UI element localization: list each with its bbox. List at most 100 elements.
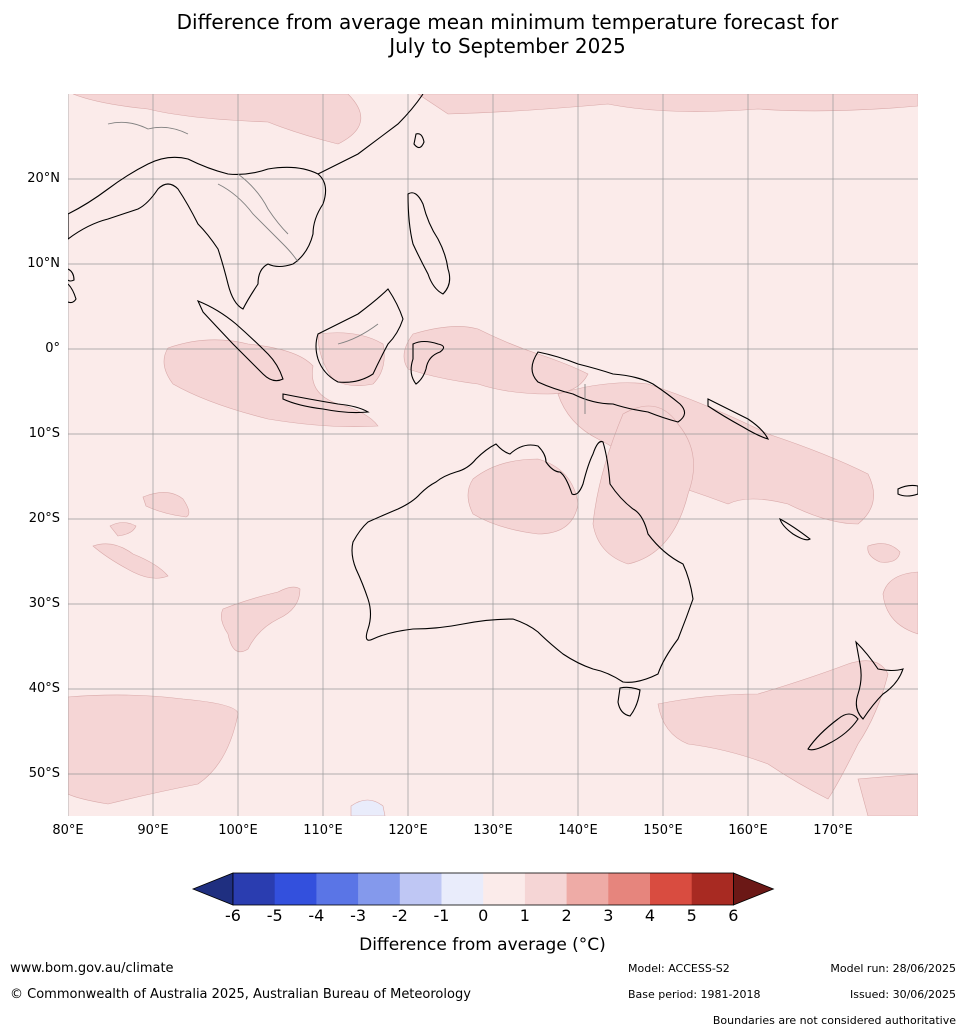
lat-label: 50°S [28, 766, 60, 781]
colorbar-segment [274, 873, 317, 905]
colorbar-segment [441, 873, 484, 905]
sri-lanka-coastline [68, 268, 75, 282]
anomaly-region-indian-ocean-3 [221, 586, 301, 653]
website-link[interactable]: www.bom.gov.au/climate [10, 961, 174, 976]
lat-label: 20°N [27, 171, 60, 186]
country-borders [107, 121, 586, 414]
anomaly-region-indian-ocean-1 [109, 522, 137, 537]
colorbar-tick-label: 5 [686, 906, 697, 925]
colorbar-segment [566, 873, 609, 905]
lon-label: 90°E [137, 823, 169, 838]
borneo-coastline [315, 288, 404, 383]
anomaly-region-indian-ocean-2 [92, 543, 169, 579]
chart-title: Difference from average mean minimum tem… [0, 10, 965, 58]
anomaly-region-fiji [867, 543, 901, 563]
lon-label: 80°E [52, 823, 84, 838]
colorbar-tick-label: 3 [603, 906, 614, 925]
india-coastline [68, 283, 77, 304]
new-guinea-coastline [531, 351, 686, 423]
colorbar-tick-label: 2 [561, 906, 572, 925]
lon-label: 120°E [388, 823, 428, 838]
colorbar-segment [233, 873, 276, 905]
new-caledonia-coastline [779, 517, 811, 541]
colorbar-segment [608, 873, 651, 905]
colorbar-outline [232, 872, 734, 906]
border-himalaya [107, 121, 189, 135]
lat-label: 40°S [28, 681, 60, 696]
title-line-2: July to September 2025 [389, 34, 626, 58]
solomon-islands-coastline [707, 398, 770, 440]
anomaly-region-north-australia [467, 458, 579, 535]
lat-label: 10°N [27, 256, 60, 271]
colorbar-extend-high [733, 872, 775, 906]
anomaly-region-cool-patch [350, 799, 386, 816]
anomaly-region-east-nz [882, 571, 918, 635]
fiji-coastline [897, 484, 918, 497]
lon-label: 130°E [473, 823, 513, 838]
philippines-coastline [407, 192, 451, 295]
colorbar-segment [399, 873, 442, 905]
colorbar-tick-label: -1 [433, 906, 450, 925]
java-coastline [282, 393, 370, 414]
colorbar [191, 872, 775, 906]
colorbar-segment [691, 873, 734, 905]
lon-label: 100°E [218, 823, 258, 838]
lat-label: 10°S [28, 426, 60, 441]
anomaly-region-borneo [317, 332, 385, 386]
border-indochina [237, 173, 289, 235]
new-zealand-south-coastline [807, 713, 859, 751]
lon-label: 140°E [558, 823, 598, 838]
anomaly-region-east-indian-ocean [163, 339, 379, 427]
coastlines [68, 94, 918, 751]
model-name: Model: ACCESS-S2 [628, 962, 730, 975]
anomaly-region-far-south [857, 773, 918, 816]
colorbar-segment [316, 873, 359, 905]
colorbar-tick-label: 0 [478, 906, 489, 925]
lon-label: 170°E [813, 823, 853, 838]
colorbar-tick-label: 1 [519, 906, 530, 925]
anomaly-region-west-australia-sea [142, 492, 190, 518]
colorbar-extend-low [191, 872, 234, 906]
mainland-asia-coastline [68, 156, 327, 310]
border-mainland-se-asia [217, 183, 299, 263]
anomaly-region-tasman-sea [657, 660, 889, 800]
model-run: Model run: 28/06/2025 [830, 962, 956, 975]
anomaly-region-banda-sea [403, 326, 589, 395]
china-coastline [317, 94, 424, 175]
anomaly-regions [68, 94, 918, 816]
anomaly-region-north-pacific [417, 94, 918, 115]
lon-label: 150°E [643, 823, 683, 838]
new-zealand-north-coastline [855, 640, 904, 720]
australia-coastline [351, 440, 694, 683]
copyright-text: © Commonwealth of Australia 2025, Austra… [10, 987, 471, 1002]
tasmania-coastline [617, 686, 641, 717]
lat-label: 30°S [28, 596, 60, 611]
colorbar-segment [358, 873, 401, 905]
lon-label: 160°E [728, 823, 768, 838]
colorbar-label: Difference from average (°C) [359, 935, 606, 955]
border-borneo [337, 323, 379, 345]
graticule [68, 94, 918, 816]
colorbar-tick-label: -4 [308, 906, 325, 925]
base-period: Base period: 1981-2018 [628, 988, 761, 1001]
colorbar-tick-label: -2 [391, 906, 408, 925]
forecast-map [68, 94, 918, 816]
colorbar-tick-label: 4 [644, 906, 656, 925]
lon-label: 110°E [303, 823, 343, 838]
colorbar-tick-label: 6 [728, 906, 739, 925]
lat-label: 0° [45, 341, 60, 356]
sumatra-coastline [196, 299, 284, 382]
sulawesi-coastline [410, 340, 445, 385]
lat-label: 20°S [28, 511, 60, 526]
colorbar-tick-label: -5 [266, 906, 283, 925]
colorbar-tick-label: -3 [350, 906, 367, 925]
colorbar-tick-label: -6 [225, 906, 241, 925]
title-line-1: Difference from average mean minimum tem… [176, 10, 839, 34]
colorbar-segment [524, 873, 568, 905]
boundaries-disclaimer: Boundaries are not considered authoritat… [712, 1014, 956, 1027]
colorbar-segment [483, 873, 526, 905]
taiwan-coastline [413, 133, 425, 149]
anomaly-region-north-china [72, 94, 362, 145]
issued-date: Issued: 30/06/2025 [849, 988, 956, 1001]
colorbar-segment [650, 873, 693, 905]
